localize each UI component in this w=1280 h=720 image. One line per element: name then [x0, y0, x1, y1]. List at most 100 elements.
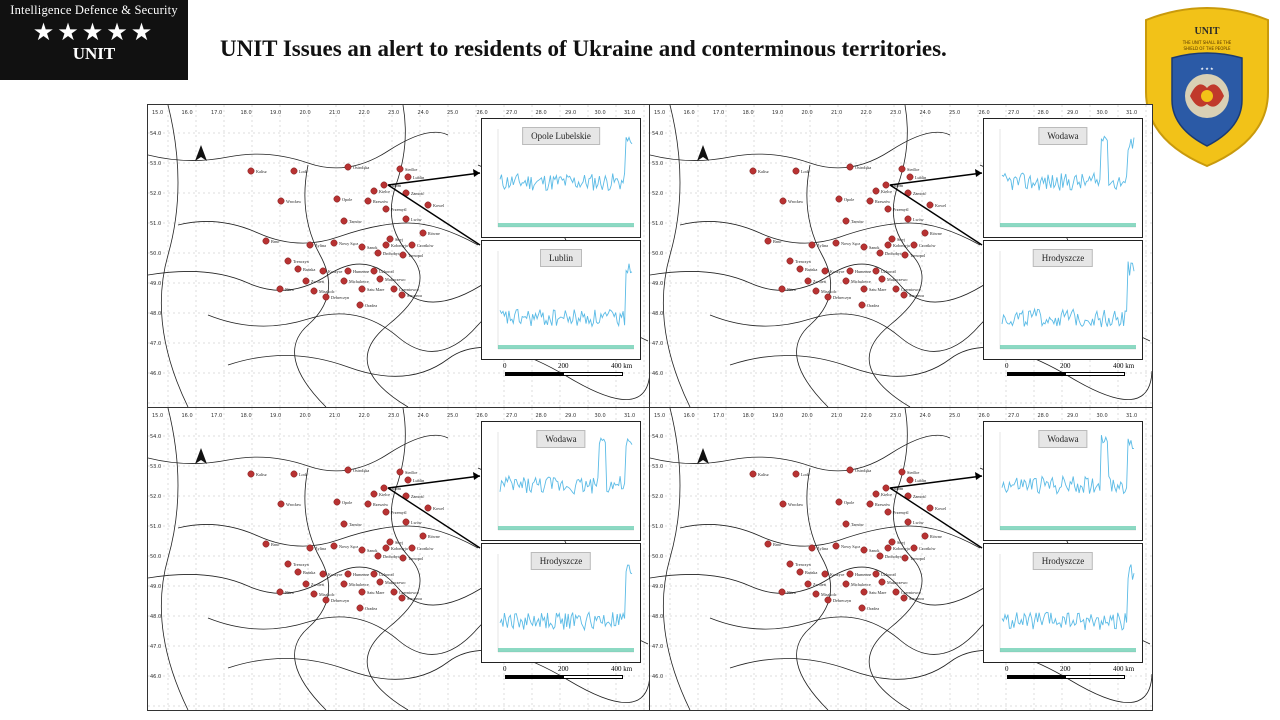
- svg-text:Ostrolęka: Ostrolęka: [855, 468, 871, 473]
- svg-text:21.0: 21.0: [831, 413, 842, 419]
- svg-text:53.0: 53.0: [150, 161, 161, 167]
- svg-text:Czortków: Czortków: [417, 243, 434, 248]
- svg-text:47.0: 47.0: [150, 644, 161, 650]
- svg-text:Siedlce: Siedlce: [405, 167, 417, 172]
- svg-text:Wrocław: Wrocław: [788, 199, 803, 204]
- svg-text:48.0: 48.0: [652, 311, 663, 317]
- svg-text:52.0: 52.0: [150, 191, 161, 197]
- svg-text:Żylina: Żylina: [817, 243, 828, 248]
- svg-text:16.0: 16.0: [684, 413, 695, 419]
- svg-text:48.0: 48.0: [652, 614, 663, 620]
- scale-mid: 200: [1060, 362, 1071, 370]
- svg-text:Sanok: Sanok: [367, 548, 378, 553]
- svg-text:Brno: Brno: [271, 239, 279, 244]
- map-canvas: 15.0 16.0 17.0 18.0 19.0 20.0 21.0 22.0 23.0 24.0…: [650, 408, 1152, 710]
- svg-text:Czerniowce: Czerniowce: [399, 590, 419, 595]
- map-panel-1: 15.0 16.0 17.0 18.0 19.0 20.0 21.0 22.0 23.0 24.0…: [147, 104, 651, 408]
- svg-text:Siedlce: Siedlce: [907, 470, 919, 475]
- svg-text:27.0: 27.0: [506, 413, 517, 419]
- svg-text:Równe: Równe: [930, 231, 942, 236]
- timeseries-plot: [999, 554, 1136, 653]
- svg-text:Siedlce: Siedlce: [907, 167, 919, 172]
- svg-text:18.0: 18.0: [743, 110, 754, 116]
- scale-end: 400 km: [611, 665, 633, 673]
- scale-start: 0: [503, 665, 507, 673]
- svg-text:49.0: 49.0: [150, 281, 161, 287]
- scale-end: 400 km: [1113, 665, 1135, 673]
- emblem-title: UNIT: [1194, 26, 1219, 37]
- timeseries-inset-bottom: Hrodyszcze: [481, 543, 641, 663]
- svg-text:50.0: 50.0: [150, 554, 161, 560]
- svg-text:22.0: 22.0: [359, 110, 370, 116]
- timeseries-inset-bottom: Hrodyszcze: [983, 543, 1143, 663]
- svg-text:19.0: 19.0: [270, 110, 281, 116]
- svg-text:Wrocław: Wrocław: [286, 199, 301, 204]
- svg-text:Suczawa: Suczawa: [909, 596, 924, 601]
- svg-text:Użhorod: Użhorod: [379, 269, 395, 274]
- svg-text:18.0: 18.0: [241, 110, 252, 116]
- svg-text:Trenczyn: Trenczyn: [795, 562, 812, 567]
- svg-text:Nitra: Nitra: [787, 590, 796, 595]
- inset-station-label: Lublin: [540, 249, 582, 267]
- inset-station-label: Wodawa: [1038, 127, 1088, 145]
- svg-text:29.0: 29.0: [565, 413, 576, 419]
- svg-text:Mukaczewo: Mukaczewo: [887, 277, 907, 282]
- svg-text:Mukaczewo: Mukaczewo: [385, 277, 405, 282]
- inset-station-label: Wodawa: [1038, 430, 1088, 448]
- svg-text:26.0: 26.0: [979, 110, 990, 116]
- svg-text:29.0: 29.0: [1067, 413, 1078, 419]
- svg-text:29.0: 29.0: [1067, 110, 1078, 116]
- svg-text:Czortków: Czortków: [919, 546, 936, 551]
- svg-text:Równe: Równe: [930, 534, 942, 539]
- svg-text:53.0: 53.0: [150, 464, 161, 470]
- svg-text:51.0: 51.0: [150, 524, 161, 530]
- svg-text:48.0: 48.0: [150, 311, 161, 317]
- svg-text:Mukaczewo: Mukaczewo: [385, 580, 405, 585]
- svg-text:Satu Mare: Satu Mare: [367, 287, 384, 292]
- svg-text:Przemyśl: Przemyśl: [391, 207, 407, 212]
- svg-text:Miszkolc: Miszkolc: [821, 592, 837, 597]
- svg-text:16.0: 16.0: [182, 110, 193, 116]
- svg-text:54.0: 54.0: [150, 434, 161, 440]
- svg-text:Lodz: Lodz: [299, 472, 308, 477]
- svg-text:30.0: 30.0: [595, 413, 606, 419]
- north-arrow-icon: [697, 448, 709, 464]
- svg-text:46.0: 46.0: [150, 371, 161, 377]
- svg-text:Nowy Sącz: Nowy Sącz: [339, 241, 358, 246]
- scale-bar: 0 200 400 km: [1005, 665, 1145, 685]
- scale-end: 400 km: [1113, 362, 1135, 370]
- svg-text:20.0: 20.0: [300, 110, 311, 116]
- svg-text:Tarnów: Tarnów: [349, 522, 362, 527]
- svg-text:Michalovce: Michalovce: [349, 279, 369, 284]
- svg-text:Oradea: Oradea: [867, 606, 879, 611]
- inset-station-label: Hrodyszcze: [1032, 552, 1094, 570]
- svg-text:Kołomyja: Kołomyja: [893, 243, 910, 248]
- scale-start: 0: [1005, 665, 1009, 673]
- svg-text:25.0: 25.0: [447, 413, 458, 419]
- svg-text:Debreczyn: Debreczyn: [331, 295, 350, 300]
- svg-text:26.0: 26.0: [477, 413, 488, 419]
- svg-text:Tarnów: Tarnów: [851, 219, 864, 224]
- svg-text:17.0: 17.0: [713, 413, 724, 419]
- timeseries-plot: [999, 129, 1136, 228]
- svg-text:Lodz: Lodz: [299, 169, 308, 174]
- svg-text:Czerniowce: Czerniowce: [399, 287, 419, 292]
- svg-text:49.0: 49.0: [652, 584, 663, 590]
- svg-text:Humenne: Humenne: [353, 269, 369, 274]
- unit-badge: Intelligence Defence & Security ★★★★★ UN…: [0, 0, 188, 80]
- svg-text:Zamość: Zamość: [411, 494, 424, 499]
- inset-station-label: Wodawa: [536, 430, 586, 448]
- svg-text:Rzeszów: Rzeszów: [373, 199, 388, 204]
- svg-text:Użhorod: Użhorod: [379, 572, 395, 577]
- svg-text:Radom: Radom: [891, 183, 904, 188]
- svg-text:Sanok: Sanok: [367, 245, 378, 250]
- svg-text:25.0: 25.0: [949, 413, 960, 419]
- scale-end: 400 km: [611, 362, 633, 370]
- svg-text:Brno: Brno: [271, 542, 279, 547]
- svg-text:48.0: 48.0: [150, 614, 161, 620]
- scale-bar: 0 200 400 km: [503, 665, 643, 685]
- svg-text:Suczawa: Suczawa: [407, 293, 422, 298]
- svg-text:Lublin: Lublin: [915, 478, 927, 483]
- svg-text:Sanok: Sanok: [869, 245, 880, 250]
- svg-text:Koszyce: Koszyce: [328, 572, 343, 577]
